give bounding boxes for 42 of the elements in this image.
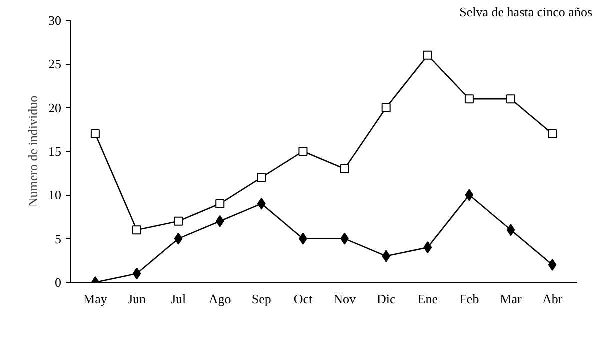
x-tick-label: Abr <box>542 292 564 306</box>
x-tick-label: Nov <box>334 292 356 306</box>
point <box>298 147 308 156</box>
point <box>382 250 391 262</box>
point <box>548 259 557 272</box>
point <box>424 242 432 254</box>
y-tick-label: 0 <box>55 275 62 290</box>
point <box>257 198 266 210</box>
point <box>506 224 516 236</box>
x-tick-label: Oct <box>294 292 313 306</box>
point <box>174 216 184 226</box>
point <box>506 94 516 104</box>
point <box>174 232 183 245</box>
point <box>382 103 391 112</box>
x-tick-label: Dic <box>376 292 396 306</box>
y-axis-title: Numero de individuo <box>26 96 40 208</box>
point <box>90 130 100 139</box>
point <box>132 226 142 235</box>
y-tick-label: 25 <box>48 56 62 72</box>
x-tick-label: Jul <box>170 292 187 306</box>
x-tick-label: Feb <box>460 292 480 306</box>
y-tick-label: 10 <box>48 188 62 203</box>
y-tick-label: 30 <box>48 13 62 28</box>
point <box>257 173 266 182</box>
y-tick-label: 15 <box>48 144 62 159</box>
x-tick-label: Jun <box>128 292 147 306</box>
x-tick-label: Ene <box>418 292 438 306</box>
point <box>465 189 474 202</box>
chart-title: Selva de hasta cinco años <box>460 4 592 20</box>
x-tick-label: Mar <box>500 292 523 306</box>
point <box>423 50 432 60</box>
x-tick-label: Ago <box>208 292 232 306</box>
y-tick-label: 20 <box>48 100 62 116</box>
y-tick-label: 5 <box>55 231 62 246</box>
point <box>464 94 474 104</box>
point <box>548 130 558 139</box>
x-tick-label: Sep <box>252 292 272 306</box>
point <box>216 215 224 228</box>
point <box>132 268 142 280</box>
x-tick-label: May <box>84 292 108 306</box>
point <box>340 164 350 174</box>
point <box>216 199 225 208</box>
